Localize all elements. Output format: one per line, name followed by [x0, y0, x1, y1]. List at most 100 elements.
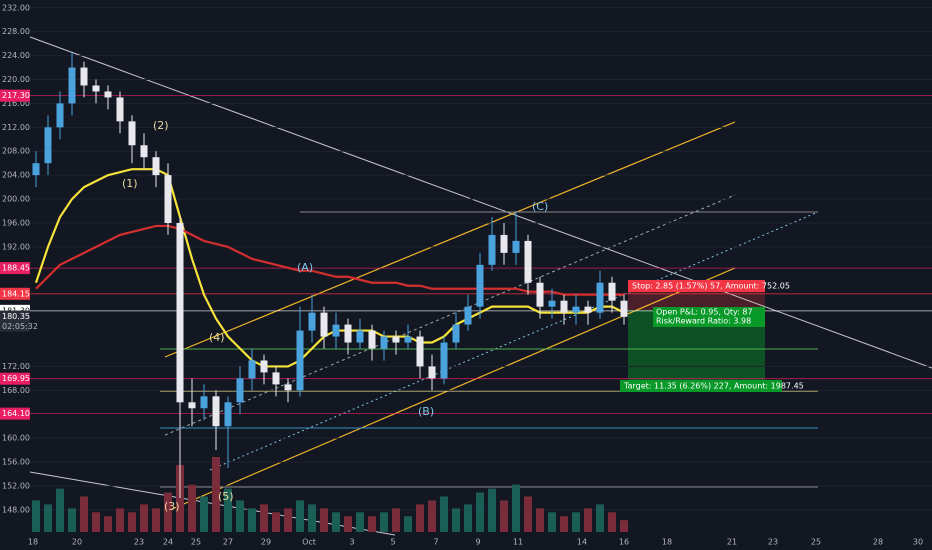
y-tick-label: 196.00 — [2, 218, 30, 227]
candle-body — [44, 127, 52, 164]
y-tick-label: 204.00 — [2, 171, 30, 180]
price-tag-label: 180.35 — [2, 312, 30, 321]
volume-bar — [548, 512, 556, 532]
candle-body — [200, 396, 208, 409]
target-tag — [620, 380, 782, 392]
candle-body — [356, 330, 364, 343]
x-tick-label: 16 — [619, 538, 629, 547]
wave-label: (2) — [153, 119, 169, 132]
y-tick-label: 200.00 — [2, 195, 30, 204]
candle-body — [56, 103, 64, 128]
volume-bar — [80, 496, 88, 532]
volume-bar — [296, 500, 304, 532]
volume-bar — [404, 516, 412, 532]
candle-body — [332, 324, 340, 337]
y-tick-label: 172.00 — [2, 362, 30, 371]
y-tick-label: 224.00 — [2, 51, 30, 60]
volume-bar — [44, 504, 52, 532]
y-tick-label: 216.00 — [2, 99, 30, 108]
volume-bar — [584, 508, 592, 532]
wave-label: (5) — [218, 490, 234, 503]
volume-bar — [416, 504, 424, 532]
price-tag — [0, 372, 30, 385]
price-tag — [0, 287, 30, 300]
candle-body — [212, 396, 220, 427]
x-tick-label: 23 — [768, 538, 778, 547]
wave-label: (B) — [418, 405, 434, 418]
x-tick-label: 18 — [28, 538, 38, 547]
volume-bar — [104, 516, 112, 532]
volume-bar — [272, 512, 280, 532]
volume-bar — [308, 504, 316, 532]
candle-body — [488, 234, 496, 265]
candle-body — [548, 300, 556, 307]
volume-bar — [440, 496, 448, 532]
price-tag-label: 164.10 — [2, 409, 30, 418]
price-tag-label: 217.30 — [2, 91, 30, 100]
volume-bar — [224, 488, 232, 532]
candle-body — [272, 372, 280, 385]
y-tick-label: 212.00 — [2, 123, 30, 132]
candle-body — [440, 342, 448, 379]
candle-body — [572, 306, 580, 313]
candle-body — [500, 234, 508, 253]
volume-bar — [92, 512, 100, 532]
y-tick-label: 232.00 — [2, 3, 30, 12]
y-tick-label: 228.00 — [2, 27, 30, 36]
x-tick-label: 18 — [662, 538, 672, 547]
volume-bar — [56, 488, 64, 532]
price-axis: 148.00 152.00 156.00 160.00 168.00 172.00 192.… — [0, 3, 38, 514]
price-tag — [0, 89, 30, 102]
candle-body — [92, 85, 100, 92]
moving-average — [35, 224, 624, 296]
wave-label: (4) — [209, 331, 225, 344]
candle-body — [308, 312, 316, 331]
price-tag — [0, 262, 30, 275]
x-tick-label: 21 — [727, 538, 737, 547]
x-tick-label: 29 — [261, 538, 271, 547]
candle-body — [260, 360, 268, 373]
x-tick-label: Oct — [302, 538, 316, 547]
price-tag-label: 184.15 — [2, 289, 30, 298]
candle-body — [584, 306, 592, 313]
volume-bar — [572, 512, 580, 532]
candle-body — [344, 324, 352, 343]
candle-body — [176, 222, 184, 403]
pnl-label: Open P&L: 0.95, Qty: 87 — [656, 308, 753, 317]
volume-bar — [536, 508, 544, 532]
wave-label: (A) — [297, 261, 313, 274]
volume-bar — [332, 512, 340, 532]
candle-body — [188, 402, 196, 409]
y-tick-label: 192.00 — [2, 242, 30, 251]
candle-body — [284, 384, 292, 391]
x-tick-label: 27 — [223, 538, 233, 547]
candle-body — [620, 300, 628, 317]
x-tick-label: 23 — [134, 538, 144, 547]
volume-bar — [212, 457, 220, 532]
volume-bar — [428, 500, 436, 532]
candle-body — [380, 336, 388, 349]
x-tick-label: 3 — [349, 538, 354, 547]
volume-bar — [152, 508, 160, 532]
candle-body — [164, 175, 172, 223]
channel-line — [164, 121, 736, 358]
candle-body — [476, 264, 484, 307]
y-tick-label: 156.00 — [2, 458, 30, 467]
candle-body — [524, 240, 532, 283]
moving-average — [34, 168, 625, 368]
channel-mid — [209, 211, 819, 471]
x-tick-label: 9 — [475, 538, 480, 547]
countdown-tag — [0, 321, 30, 332]
volume-bar — [608, 512, 616, 532]
candle-body — [512, 240, 520, 253]
volume-bar — [32, 500, 40, 532]
volume-bar — [320, 508, 328, 532]
volume-bar — [188, 484, 196, 532]
volume-bar — [512, 484, 520, 532]
y-tick-label: 208.00 — [2, 147, 30, 156]
volume-bar — [392, 508, 400, 532]
candle-body — [152, 157, 160, 176]
volume-bar — [164, 492, 172, 532]
x-tick-label: 11 — [513, 538, 523, 547]
candle-body — [560, 300, 568, 313]
